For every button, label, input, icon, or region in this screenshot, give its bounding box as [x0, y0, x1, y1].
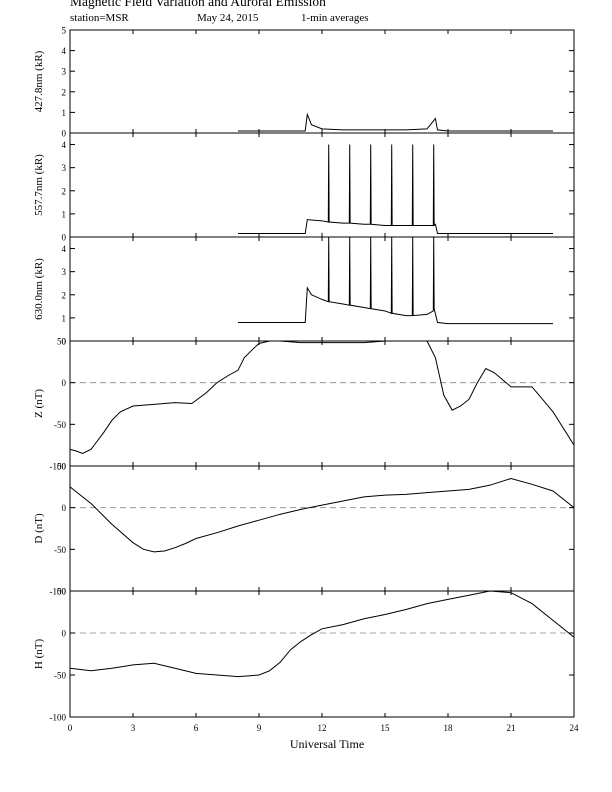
y-tick-label: 5 — [62, 26, 67, 36]
series-line — [69, 590, 575, 678]
y-axis-label: Z (nT) — [33, 389, 45, 418]
y-tick-label: 50 — [57, 587, 67, 597]
y-tick-label: -50 — [54, 420, 66, 430]
station-label: station=MSR — [70, 12, 129, 24]
panel-frame — [69, 236, 575, 342]
y-tick-label: 2 — [62, 186, 67, 196]
y-axis-label: H (nT) — [33, 639, 45, 670]
y-tick-label: 0 — [62, 337, 67, 347]
y-tick-label: 0 — [62, 233, 67, 243]
y-tick-label: 0 — [62, 629, 67, 639]
y-tick-label: 0 — [62, 129, 67, 139]
y-tick-label: 3 — [62, 163, 67, 173]
y-tick-label: 0 — [62, 378, 67, 388]
panel-frame — [69, 29, 575, 134]
x-tick-label: 21 — [507, 723, 516, 733]
x-tick-label: 3 — [131, 723, 136, 733]
date-label: May 24, 2015 — [197, 12, 259, 24]
chart-title: Magnetic Field Variation and Auroral Emi… — [70, 0, 326, 9]
y-tick-label: 3 — [62, 67, 67, 77]
series-line — [238, 112, 553, 132]
y-tick-label: 2 — [62, 87, 67, 97]
y-axis-label: 630.0nm (kR) — [33, 258, 45, 320]
y-tick-label: -100 — [50, 462, 67, 472]
y-tick-label: 0 — [62, 503, 67, 513]
averaging-label: 1-min averages — [301, 12, 369, 24]
series-line — [238, 144, 553, 235]
y-tick-label: 1 — [62, 209, 67, 219]
series-line — [69, 340, 575, 455]
x-axis-label: Universal Time — [290, 737, 364, 751]
y-tick-label: 3 — [62, 267, 67, 277]
y-tick-label: -50 — [54, 671, 66, 681]
y-tick-label: -100 — [50, 713, 67, 723]
y-axis-label: D (nT) — [33, 513, 45, 544]
panel-5: -100 -50 0 50 H (nT) — [33, 587, 575, 723]
panel-frame — [69, 465, 575, 592]
y-tick-label: -50 — [54, 545, 66, 555]
y-tick-label: 50 — [57, 462, 67, 472]
panel-1: 0 1 2 3 4 557.7nm (kR) — [33, 132, 575, 243]
panel-4: -100 -50 0 50 D (nT) — [33, 462, 575, 597]
x-tick-label: 12 — [318, 723, 327, 733]
x-tick-label: 15 — [381, 723, 391, 733]
y-tick-label: 1 — [62, 108, 67, 118]
x-tick-label: 18 — [444, 723, 454, 733]
x-tick-label: 0 — [68, 723, 73, 733]
panel-0: 0 1 2 3 4 5 427.8nm (kR) — [33, 26, 575, 139]
y-tick-label: 4 — [62, 244, 67, 254]
panel-frame — [69, 590, 575, 718]
y-axis-label: 557.7nm (kR) — [33, 154, 45, 216]
y-tick-label: -100 — [50, 587, 67, 597]
y-tick-label: 4 — [62, 46, 67, 56]
y-tick-label: 1 — [62, 313, 67, 323]
y-axis-label: 427.8nm (kR) — [33, 50, 45, 112]
series-line — [69, 477, 575, 553]
panel-frame — [69, 132, 575, 238]
y-tick-label: 2 — [62, 290, 67, 300]
y-tick-label: 4 — [62, 140, 67, 150]
x-tick-label: 9 — [257, 723, 262, 733]
panel-2: 0 1 2 3 4 630.0nm (kR) — [33, 236, 575, 347]
series-line — [238, 236, 553, 325]
x-tick-label: 6 — [194, 723, 199, 733]
x-tick-label: 24 — [570, 723, 580, 733]
y-tick-label: 50 — [57, 337, 67, 347]
panel-frame — [69, 340, 575, 467]
